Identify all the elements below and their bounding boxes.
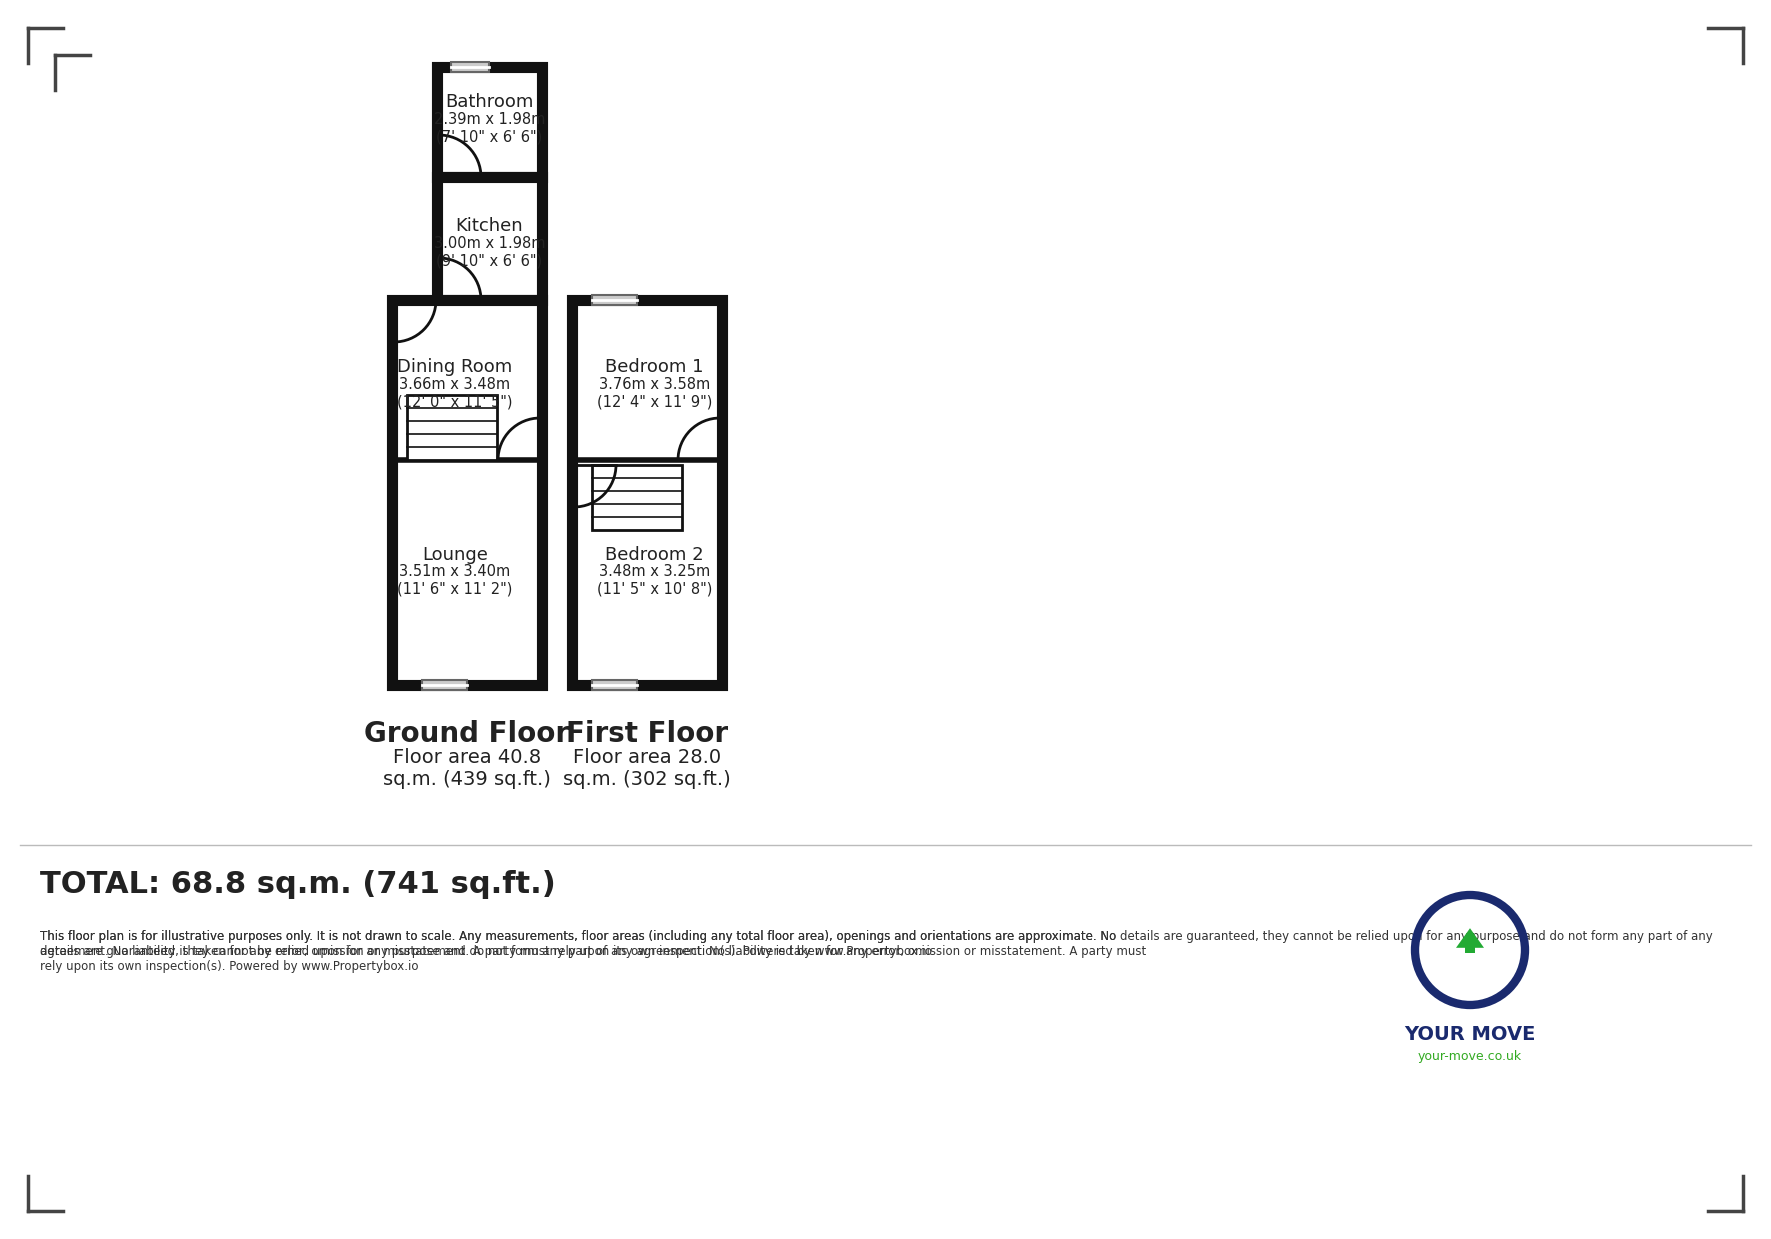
Text: your-move.co.uk: your-move.co.uk	[1419, 1049, 1521, 1063]
Bar	[407, 395, 498, 460]
Text: Bathroom: Bathroom	[445, 93, 533, 112]
Text: Kitchen: Kitchen	[455, 217, 522, 235]
Text: First Floor: First Floor	[567, 720, 728, 748]
Polygon shape	[1456, 928, 1484, 948]
Bar	[1465, 948, 1475, 953]
Text: 3.76m x 3.58m
(12' 4" x 11' 9"): 3.76m x 3.58m (12' 4" x 11' 9")	[597, 377, 712, 409]
Text: This floor plan is for illustrative purposes only. It is not drawn to scale. Any: This floor plan is for illustrative purp…	[41, 930, 1713, 958]
Text: YOUR MOVE: YOUR MOVE	[1404, 1025, 1535, 1044]
Text: Lounge: Lounge	[421, 545, 489, 564]
Bar	[437, 67, 542, 177]
Bar	[421, 680, 468, 690]
Text: 3.48m x 3.25m
(11' 5" x 10' 8"): 3.48m x 3.25m (11' 5" x 10' 8")	[597, 564, 712, 597]
Bar	[452, 62, 489, 72]
Bar	[592, 680, 638, 690]
Text: Floor area 28.0
sq.m. (302 sq.ft.): Floor area 28.0 sq.m. (302 sq.ft.)	[563, 748, 731, 789]
Text: Floor area 40.8
sq.m. (439 sq.ft.): Floor area 40.8 sq.m. (439 sq.ft.)	[383, 748, 551, 789]
Text: Bedroom 1: Bedroom 1	[606, 358, 703, 377]
Text: 3.51m x 3.40m
(11' 6" x 11' 2"): 3.51m x 3.40m (11' 6" x 11' 2")	[397, 564, 512, 597]
Bar	[572, 300, 723, 685]
Text: 3.66m x 3.48m
(12' 0" x 11' 5"): 3.66m x 3.48m (12' 0" x 11' 5")	[397, 377, 514, 409]
Bar	[437, 177, 542, 300]
Text: This floor plan is for illustrative purposes only. It is not drawn to scale. Any: This floor plan is for illustrative purp…	[41, 930, 1146, 973]
Bar	[391, 300, 542, 685]
Text: Ground Floor: Ground Floor	[365, 720, 570, 748]
Text: 3.00m x 1.98m
(9' 10" x 6' 6"): 3.00m x 1.98m (9' 10" x 6' 6")	[434, 235, 545, 269]
Bar	[592, 295, 638, 305]
Text: TOTAL: 68.8 sq.m. (741 sq.ft.): TOTAL: 68.8 sq.m. (741 sq.ft.)	[41, 870, 556, 900]
Bar	[592, 465, 682, 530]
Text: Dining Room: Dining Room	[397, 358, 512, 377]
Text: 2.39m x 1.98m
(7' 10" x 6' 6"): 2.39m x 1.98m (7' 10" x 6' 6")	[434, 113, 545, 145]
Text: Bedroom 2: Bedroom 2	[606, 545, 703, 564]
